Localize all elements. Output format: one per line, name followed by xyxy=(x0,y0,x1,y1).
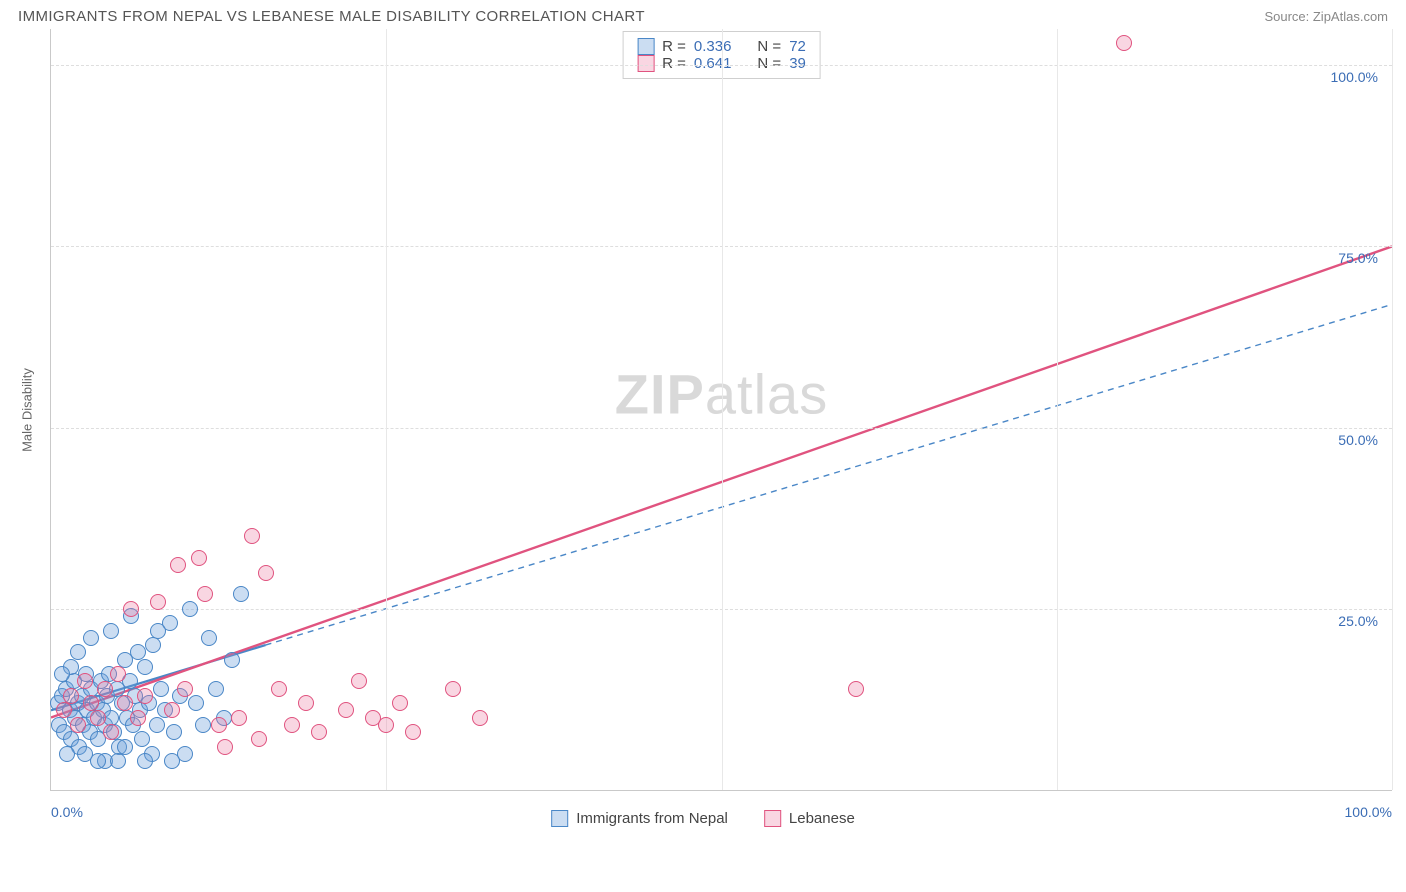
scatter-point-lebanese xyxy=(77,673,93,689)
legend-R-prefix: R = xyxy=(662,55,686,72)
scatter-point-nepal xyxy=(137,753,153,769)
gridline-v xyxy=(1392,29,1393,790)
scatter-point-lebanese xyxy=(130,710,146,726)
legend-item-lebanese: Lebanese xyxy=(764,810,855,827)
scatter-point-nepal xyxy=(90,753,106,769)
scatter-point-lebanese xyxy=(392,695,408,711)
scatter-point-lebanese xyxy=(351,673,367,689)
y-tick-label: 75.0% xyxy=(1338,250,1378,266)
scatter-point-nepal xyxy=(224,652,240,668)
scatter-point-nepal xyxy=(149,717,165,733)
scatter-point-lebanese xyxy=(378,717,394,733)
scatter-point-lebanese xyxy=(70,717,86,733)
gridline-v xyxy=(1057,29,1058,790)
scatter-point-nepal xyxy=(70,644,86,660)
scatter-point-nepal xyxy=(110,753,126,769)
scatter-point-lebanese xyxy=(231,710,247,726)
legend-item-nepal: Immigrants from Nepal xyxy=(551,810,728,827)
scatter-point-lebanese xyxy=(191,550,207,566)
scatter-point-lebanese xyxy=(97,681,113,697)
scatter-point-nepal xyxy=(117,739,133,755)
scatter-point-nepal xyxy=(59,746,75,762)
scatter-point-nepal xyxy=(83,630,99,646)
scatter-point-lebanese xyxy=(117,695,133,711)
scatter-point-lebanese xyxy=(211,717,227,733)
scatter-point-lebanese xyxy=(197,586,213,602)
scatter-point-lebanese xyxy=(258,565,274,581)
scatter-point-nepal xyxy=(150,623,166,639)
legend-R-value: 0.336 xyxy=(694,38,732,55)
watermark-rest: atlas xyxy=(705,363,828,426)
legend-N-prefix: N = xyxy=(757,55,781,72)
scatter-point-lebanese xyxy=(472,710,488,726)
scatter-point-lebanese xyxy=(110,666,126,682)
scatter-point-nepal xyxy=(195,717,211,733)
scatter-point-lebanese xyxy=(445,681,461,697)
legend-swatch-icon xyxy=(764,810,781,827)
scatter-point-lebanese xyxy=(170,557,186,573)
trend-line xyxy=(266,304,1392,645)
plot-region: Male Disability ZIPatlas R =0.336N =72R … xyxy=(50,29,1392,791)
watermark-bold: ZIP xyxy=(615,363,705,426)
legend-series: Immigrants from Nepal Lebanese xyxy=(551,810,855,827)
scatter-point-lebanese xyxy=(271,681,287,697)
scatter-point-lebanese xyxy=(177,681,193,697)
scatter-point-nepal xyxy=(130,644,146,660)
scatter-point-nepal xyxy=(164,753,180,769)
scatter-point-nepal xyxy=(182,601,198,617)
scatter-point-lebanese xyxy=(298,695,314,711)
scatter-point-nepal xyxy=(103,623,119,639)
scatter-point-lebanese xyxy=(405,724,421,740)
scatter-point-lebanese xyxy=(63,688,79,704)
scatter-point-lebanese xyxy=(217,739,233,755)
scatter-point-nepal xyxy=(145,637,161,653)
scatter-point-lebanese xyxy=(150,594,166,610)
scatter-point-lebanese xyxy=(338,702,354,718)
legend-N-prefix: N = xyxy=(757,38,781,55)
scatter-point-nepal xyxy=(134,731,150,747)
scatter-point-nepal xyxy=(233,586,249,602)
legend-series-label: Lebanese xyxy=(789,810,855,827)
chart-source: Source: ZipAtlas.com xyxy=(1264,9,1388,24)
scatter-point-nepal xyxy=(166,724,182,740)
scatter-point-nepal xyxy=(188,695,204,711)
scatter-point-nepal xyxy=(208,681,224,697)
chart-title: IMMIGRANTS FROM NEPAL VS LEBANESE MALE D… xyxy=(18,8,645,25)
scatter-point-lebanese xyxy=(164,702,180,718)
gridline-v xyxy=(722,29,723,790)
scatter-point-nepal xyxy=(137,659,153,675)
y-axis-label: Male Disability xyxy=(20,368,35,452)
scatter-point-lebanese xyxy=(251,731,267,747)
y-tick-label: 100.0% xyxy=(1331,69,1378,85)
y-tick-label: 25.0% xyxy=(1338,613,1378,629)
scatter-point-lebanese xyxy=(244,528,260,544)
scatter-point-nepal xyxy=(201,630,217,646)
legend-N-value: 39 xyxy=(789,55,806,72)
scatter-point-lebanese xyxy=(311,724,327,740)
legend-swatch-icon xyxy=(637,55,654,72)
legend-swatch-icon xyxy=(637,38,654,55)
x-tick-label: 0.0% xyxy=(51,804,83,820)
scatter-point-lebanese xyxy=(1116,35,1132,51)
gridline-v xyxy=(386,29,387,790)
legend-N-value: 72 xyxy=(789,38,806,55)
scatter-point-lebanese xyxy=(90,710,106,726)
legend-swatch-icon xyxy=(551,810,568,827)
legend-R-value: 0.641 xyxy=(694,55,732,72)
scatter-point-nepal xyxy=(153,681,169,697)
x-tick-label: 100.0% xyxy=(1345,804,1392,820)
scatter-point-nepal xyxy=(54,666,70,682)
chart-area: Male Disability ZIPatlas R = 0.336 N = 72 R … xyxy=(14,29,1392,841)
legend-series-label: Immigrants from Nepal xyxy=(576,810,728,827)
scatter-point-lebanese xyxy=(848,681,864,697)
scatter-point-lebanese xyxy=(137,688,153,704)
legend-R-prefix: R = xyxy=(662,38,686,55)
chart-header: IMMIGRANTS FROM NEPAL VS LEBANESE MALE D… xyxy=(0,0,1406,29)
y-tick-label: 50.0% xyxy=(1338,432,1378,448)
scatter-point-lebanese xyxy=(284,717,300,733)
